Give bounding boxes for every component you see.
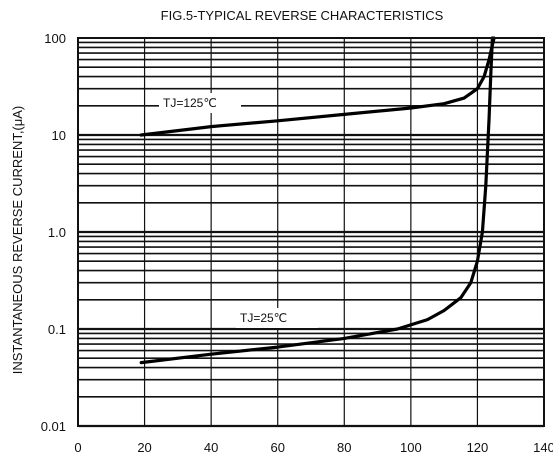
x-tick-label: 100: [400, 440, 422, 455]
chart-title: FIG.5-TYPICAL REVERSE CHARACTERISTICS: [161, 8, 444, 23]
y-tick-label: 1.0: [48, 225, 66, 240]
curve-label-background: [236, 308, 318, 328]
y-tick-label: 100: [44, 31, 66, 46]
plot-frame: [77, 37, 545, 427]
x-tick-label: 20: [137, 440, 151, 455]
curve-labels: TJ=125℃ TJ=25℃: [159, 93, 318, 328]
plot-grid: [78, 38, 544, 428]
plot-border: [77, 37, 545, 427]
x-tick-label: 120: [467, 440, 489, 455]
x-tick-label: 40: [204, 440, 218, 455]
x-tick-label: 0: [74, 440, 81, 455]
y-tick-labels: 0.01 0.1 1.0 10 100: [41, 31, 66, 434]
curve-label-tj-25c: TJ=25℃: [240, 311, 287, 325]
curve-tj-125c: [139, 36, 496, 137]
x-tick-labels: 0 20 40 60 80 100 120 140: [74, 440, 553, 455]
x-tick-label: 140: [533, 440, 553, 455]
curve-tj-25c: [139, 36, 494, 365]
y-axis-label: INSTANTANEOUS REVERSE CURRENT,(μA): [10, 106, 25, 374]
x-tick-label: 60: [270, 440, 284, 455]
x-tick-label: 80: [337, 440, 351, 455]
plot-curves: [139, 36, 496, 365]
curve-label-background: [159, 93, 241, 113]
y-tick-label: 0.01: [41, 419, 66, 434]
y-tick-label: 10: [52, 128, 66, 143]
curve-label-tj-125c: TJ=125℃: [163, 96, 217, 110]
y-tick-label: 0.1: [48, 322, 66, 337]
